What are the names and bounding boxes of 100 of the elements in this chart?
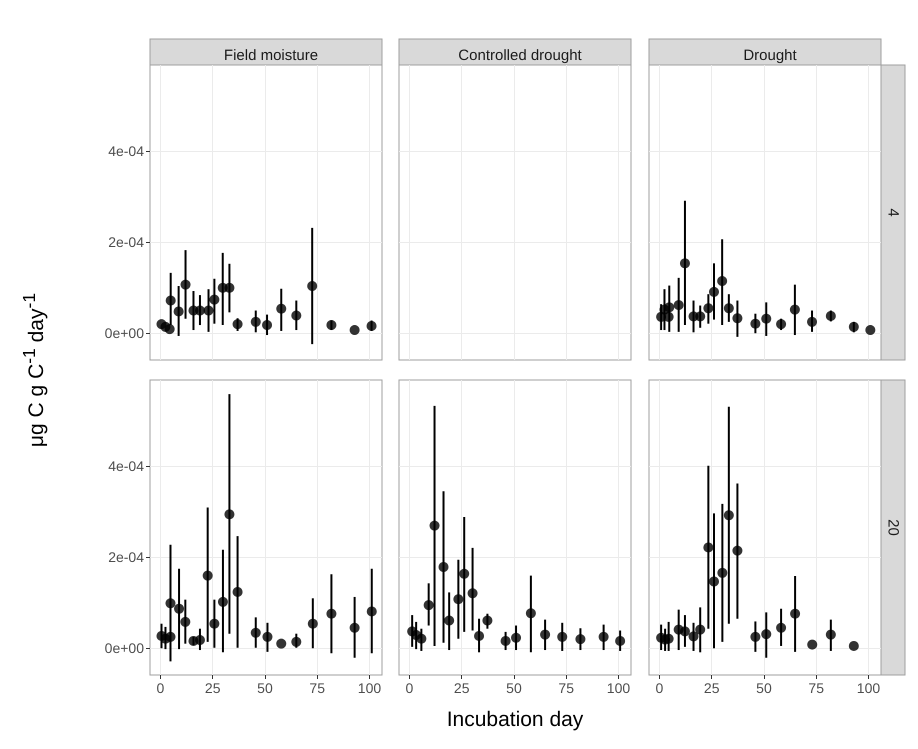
x-tick-label: 50 bbox=[756, 680, 772, 696]
point bbox=[807, 316, 818, 327]
point bbox=[204, 306, 214, 316]
point bbox=[680, 626, 690, 636]
point bbox=[459, 568, 470, 579]
x-tick-label: 0 bbox=[156, 680, 165, 696]
point bbox=[848, 322, 859, 332]
y-tick-label: 4e-04 bbox=[108, 458, 144, 474]
point bbox=[474, 630, 484, 641]
point bbox=[724, 303, 734, 314]
point bbox=[732, 546, 742, 556]
x-axis-title: Incubation day bbox=[446, 708, 584, 731]
point bbox=[194, 306, 205, 316]
y-tick-label: 2e-04 bbox=[108, 234, 144, 250]
point bbox=[482, 616, 492, 626]
point bbox=[790, 608, 800, 619]
point bbox=[276, 304, 286, 314]
chart-title: Controlled drought bbox=[458, 47, 583, 64]
chart-title: Field moisture bbox=[224, 47, 318, 64]
point bbox=[500, 636, 511, 646]
point bbox=[717, 276, 728, 286]
point bbox=[209, 294, 220, 305]
point bbox=[674, 300, 684, 310]
point bbox=[180, 280, 191, 290]
point bbox=[326, 608, 336, 619]
point bbox=[776, 622, 786, 633]
y-tick-label: 4e-04 bbox=[108, 143, 144, 160]
point bbox=[717, 568, 728, 578]
x-tick-label: 0 bbox=[656, 680, 664, 696]
x-tick-label: 75 bbox=[309, 680, 326, 696]
point bbox=[761, 314, 772, 324]
x-tick-label: 75 bbox=[808, 680, 824, 696]
point bbox=[695, 311, 706, 322]
x-tick-label: 100 bbox=[856, 680, 880, 696]
point bbox=[598, 632, 609, 642]
point bbox=[308, 618, 318, 629]
point bbox=[424, 600, 434, 610]
point bbox=[526, 608, 536, 618]
point bbox=[540, 630, 550, 640]
x-tick-label: 25 bbox=[454, 680, 470, 696]
point bbox=[366, 606, 377, 616]
point bbox=[724, 510, 734, 520]
y2-axis-title: 4 bbox=[884, 208, 902, 217]
y2-axis-title: 20 bbox=[884, 519, 902, 536]
point bbox=[776, 319, 786, 330]
point bbox=[695, 624, 706, 635]
point bbox=[224, 509, 234, 520]
point bbox=[416, 634, 426, 644]
point bbox=[680, 258, 690, 268]
point bbox=[430, 520, 440, 531]
point bbox=[218, 596, 228, 607]
point bbox=[664, 634, 674, 644]
point bbox=[350, 622, 360, 633]
point bbox=[750, 318, 760, 329]
point bbox=[615, 636, 626, 646]
point bbox=[709, 286, 719, 297]
x-tick-label: 100 bbox=[358, 680, 382, 696]
point bbox=[262, 632, 272, 642]
point bbox=[826, 630, 836, 640]
point bbox=[164, 324, 175, 334]
point bbox=[790, 304, 800, 315]
y-tick-label: 2e-04 bbox=[108, 549, 144, 565]
x-tick-label: 0 bbox=[406, 680, 414, 696]
x-tick-label: 50 bbox=[506, 680, 522, 696]
point bbox=[262, 320, 272, 330]
point bbox=[326, 320, 336, 330]
point bbox=[761, 629, 772, 640]
y-tick-label: 0e+00 bbox=[104, 640, 144, 656]
point bbox=[250, 316, 261, 327]
point bbox=[807, 640, 818, 650]
x-tick-label: 75 bbox=[558, 680, 574, 696]
point bbox=[557, 632, 568, 642]
point bbox=[350, 325, 360, 336]
point bbox=[438, 562, 449, 572]
point bbox=[468, 588, 478, 598]
point bbox=[750, 632, 760, 642]
point bbox=[276, 638, 286, 649]
point bbox=[703, 542, 714, 552]
point bbox=[307, 281, 318, 292]
point bbox=[664, 302, 674, 312]
point bbox=[366, 320, 377, 331]
x-tick-label: 50 bbox=[257, 680, 273, 696]
y-tick-label: 0e+00 bbox=[104, 324, 144, 341]
point bbox=[826, 310, 836, 321]
x-tick-label: 25 bbox=[204, 680, 221, 696]
point bbox=[165, 632, 176, 642]
point bbox=[166, 296, 176, 306]
point bbox=[511, 632, 522, 643]
x-tick-label: 25 bbox=[704, 680, 720, 696]
chart-title: Drought bbox=[743, 47, 798, 64]
point bbox=[224, 282, 234, 293]
x-tick-label: 100 bbox=[606, 680, 630, 696]
point bbox=[732, 313, 742, 324]
point bbox=[709, 576, 719, 587]
point bbox=[250, 628, 261, 638]
point bbox=[688, 631, 699, 642]
point bbox=[291, 310, 302, 321]
point bbox=[453, 594, 464, 604]
point bbox=[232, 319, 243, 330]
point bbox=[209, 618, 220, 629]
